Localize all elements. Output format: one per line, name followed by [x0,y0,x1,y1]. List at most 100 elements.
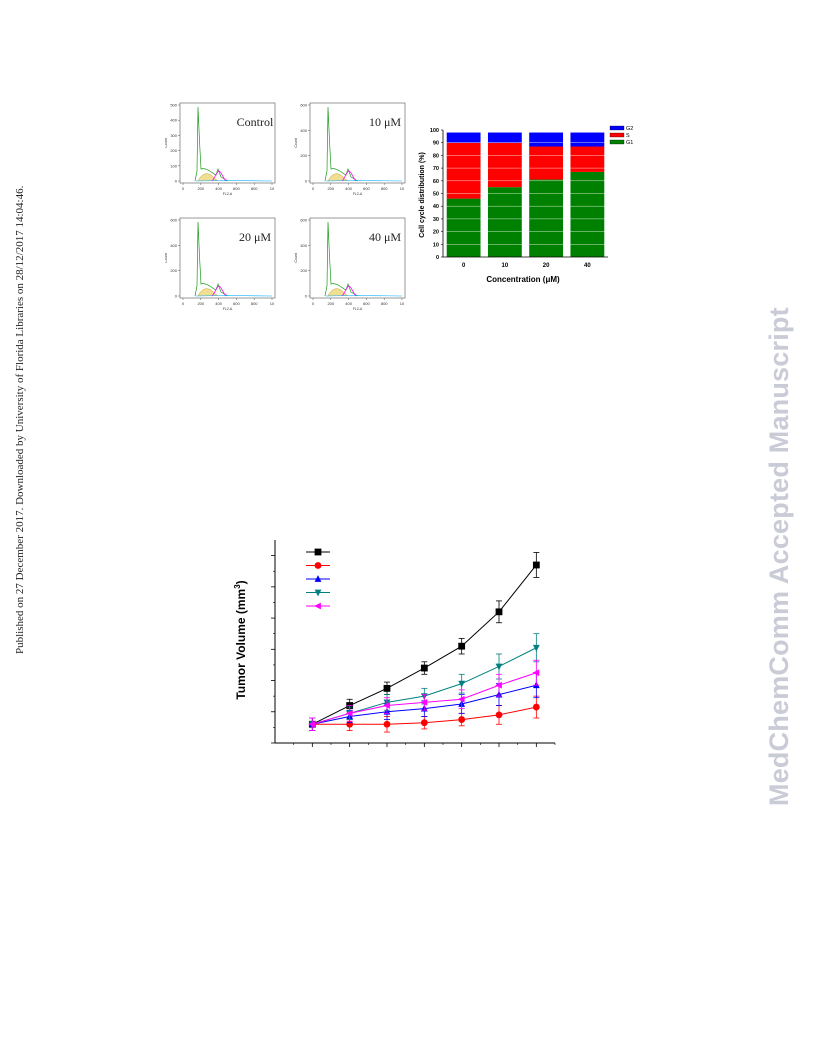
tumor-marker-triangle-left [457,695,465,703]
bar-y-tick-label: 70 [433,166,439,172]
tumor-marker-circle [532,703,540,711]
histogram-panel: 600 400 200 00 200 400 600 800 10 FL2-A Count 40 μM [294,217,406,311]
bar-legend-swatch [609,139,625,145]
bar-y-tick-label: 80 [433,153,439,159]
histogram-trace-g2 [341,285,357,297]
histogram-y-tick-label: 0 [175,179,178,184]
tumor-marker-triangle-left [532,669,540,677]
histogram-frame [309,217,406,299]
tumor-marker-triangle-down [458,680,466,688]
histogram-trace-g2 [211,170,227,182]
histogram-x-tick-label: 0 [312,186,315,191]
histogram-y-tick-label: 600 [300,218,307,223]
histogram-frame [309,102,406,184]
histogram-frame [179,102,276,184]
histogram-x-tick-label: 200 [327,301,334,306]
tumor-marker-circle [383,720,391,728]
histogram-baseline [325,180,403,182]
tumor-marker-square [458,642,466,650]
histogram-x-tick-label: 400 [345,301,352,306]
histogram-x-tick-label: 400 [345,186,352,191]
histogram-baseline [195,295,273,297]
bar-legend-label: G1 [626,140,633,146]
histogram-x-tick-label: 0 [182,301,185,306]
tumor-volume-chart: Tumor Volume (mm3) [233,540,556,747]
bar-y-tick-label: 0 [436,255,439,261]
histogram-x-tick-label: 800 [251,301,258,306]
bar-y-tick-label: 50 [433,192,439,198]
histogram-panel-label: 40 μM [369,230,401,244]
tumor-marker-triangle-down [495,663,503,671]
bar-segment-g2 [529,132,564,147]
tumor-marker-square [495,608,503,616]
tumor-marker-circle [314,562,322,569]
bar-segment-g2 [446,132,481,143]
bar-segment-g1 [487,187,522,257]
histogram-trace-g2 [341,170,357,182]
histogram-x-tick-label: 10 [270,301,275,306]
histogram-y-tick-label: 300 [170,133,177,138]
histogram-x-tick-label: 800 [251,186,258,191]
histogram-x-tick-label: 10 [400,301,405,306]
tumor-marker-circle [458,716,466,723]
histogram-panel-label: Control [237,115,274,129]
bar-segment-s [446,142,481,199]
histogram-panel-label: 20 μM [239,230,271,244]
histogram-y-tick-label: 600 [300,103,307,108]
histogram-x-tick-label: 0 [312,301,315,306]
tumor-marker-circle [495,711,503,719]
accepted-manuscript-watermark: MedChemComm Accepted Manuscript [764,307,794,806]
publication-note: Published on 27 December 2017. Downloade… [14,185,26,654]
histogram-x-label: FL2-A [223,307,233,311]
histogram-y-tick-label: 500 [170,103,177,108]
bar-x-tick-label: 20 [543,263,550,269]
histogram-y-tick-label: 400 [170,118,177,123]
histogram-panel-label: 10 μM [369,115,401,129]
bar-segment-g1 [446,198,481,257]
histogram-x-tick-label: 0 [182,186,185,191]
histogram-y-tick-label: 200 [170,268,177,273]
bar-x-axis-label: Concentration (μM) [486,275,560,284]
bar-legend-label: S [626,133,630,139]
histogram-y-tick-label: 400 [300,128,307,133]
tumor-series [308,659,540,731]
histogram-y-tick-label: 200 [300,153,307,158]
histogram-y-tick-label: 400 [300,243,307,248]
histogram-x-tick-label: 10 [400,186,405,191]
histogram-panel: 600 400 200 00 200 400 600 800 10 FL2-A Count 20 μM [165,218,276,311]
histogram-y-tick-label: 200 [170,148,177,153]
tumor-marker-square [383,684,391,692]
bar-legend-swatch [609,132,625,138]
bar-segment-s [529,146,564,180]
tumor-marker-triangle-up [314,575,322,582]
histogram-trace-g2 [211,285,227,297]
tumor-marker-triangle-down [314,589,322,597]
histogram-x-label: FL2-A [353,307,363,311]
bar-y-tick-label: 30 [433,217,439,223]
histogram-x-tick-label: 600 [233,301,240,306]
bar-y-tick-label: 10 [433,242,439,248]
tumor-marker-triangle-left [495,681,502,689]
histogram-x-tick-label: 800 [381,186,388,191]
histogram-x-tick-label: 800 [381,301,388,306]
histogram-y-tick-label: 0 [305,179,308,184]
histogram-x-tick-label: 400 [215,186,222,191]
tumor-marker-triangle-down [532,644,540,652]
tumor-y-axis-label: Tumor Volume (mm3) [233,580,248,699]
tumor-marker-square [420,664,428,672]
bar-legend-swatch [609,125,625,131]
histogram-y-tick-label: 100 [170,163,177,168]
bar-legend-label: G2 [626,126,633,132]
bar-segment-g1 [529,179,564,257]
histogram-x-tick-label: 400 [215,301,222,306]
bar-segment-g2 [487,132,522,143]
histogram-y-tick-label: 600 [170,218,177,223]
histogram-x-tick-label: 600 [363,186,370,191]
histogram-y-tick-label: 0 [175,294,178,299]
bar-y-tick-label: 90 [433,141,439,147]
histogram-trace-g1 [324,221,359,297]
histogram-x-label: FL2-A [353,192,363,196]
histogram-y-label: Count [165,253,168,262]
